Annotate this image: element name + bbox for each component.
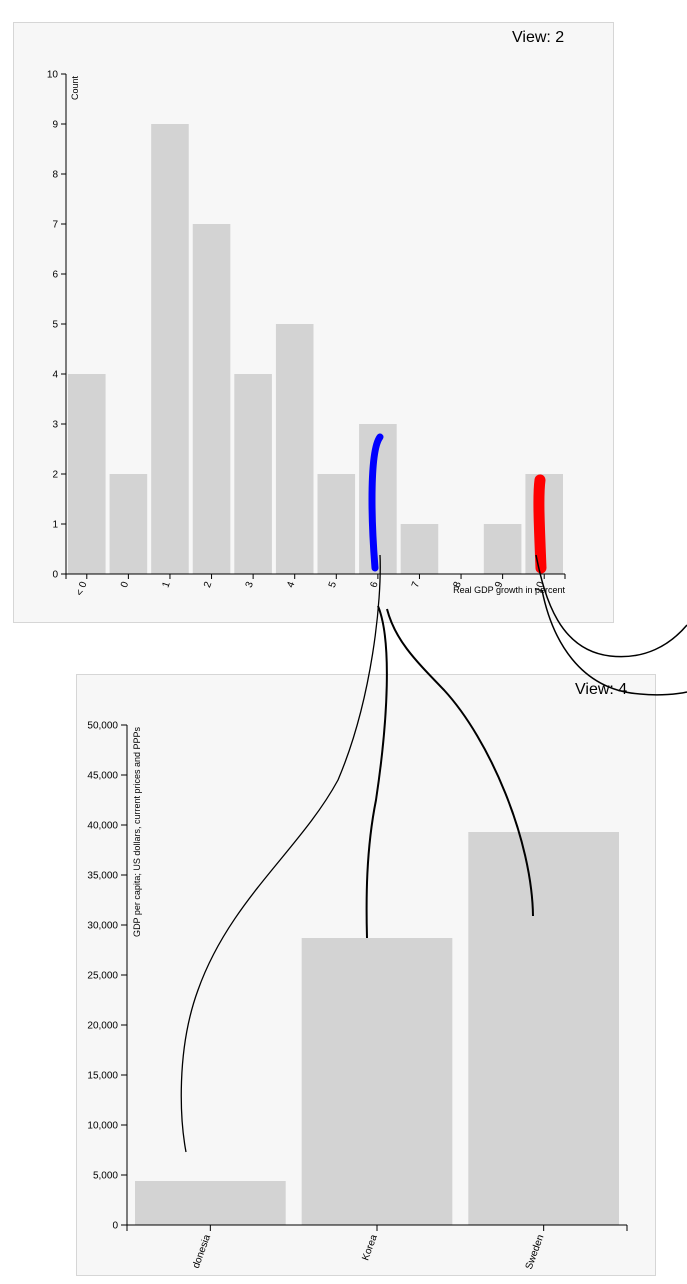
y-tick-label: 30,000 [87, 921, 118, 932]
bar [301, 938, 453, 1225]
x-tick-label: Sweden [524, 1233, 547, 1271]
x-tick-label: 3 [244, 580, 256, 589]
bar [109, 474, 148, 574]
y-tick-label: 45,000 [87, 771, 118, 782]
y-tick-label: 25,000 [87, 971, 118, 982]
y-tick-label: 0 [112, 1221, 118, 1232]
y-tick-label: 35,000 [87, 871, 118, 882]
bar [234, 374, 272, 574]
y-axis-title: GDP per capita; US dollars, current pric… [132, 727, 142, 937]
y-tick-label: 40,000 [87, 821, 118, 832]
x-tick-label: 1 [161, 580, 173, 589]
bar [468, 832, 619, 1225]
x-tick-label: 9 [493, 580, 505, 589]
bar [135, 1181, 286, 1225]
x-tick-label: 8 [452, 580, 464, 589]
y-tick-label: 7 [52, 220, 58, 231]
y-tick-label: 6 [52, 270, 58, 281]
bar [359, 424, 397, 574]
gdp-per-capita-bar-chart: 0 5,000 10,000 15,000 20,000 25,000 30,000 35,0… [87, 721, 628, 1271]
bar [317, 474, 356, 574]
y-tick-label: 15,000 [87, 1071, 118, 1082]
y-tick-label: 0 [52, 570, 58, 581]
x-tick-label: 5 [327, 580, 339, 589]
x-tick-label: 0 [119, 580, 131, 589]
histogram-panel: View: 2 0 1 2 3 4 5 6 7 8 9 10 < 0 0 1 2 3 4 5 6 7 8 9 10 Count… [13, 22, 614, 623]
bar [68, 374, 106, 574]
y-axis-title: Count [70, 76, 80, 101]
y-tick-label: 10,000 [87, 1121, 118, 1132]
y-tick-label: 20,000 [87, 1021, 118, 1032]
y-tick-label: 4 [52, 370, 58, 381]
y-tick-label: 5,000 [93, 1171, 118, 1182]
x-tick-label: 7 [410, 580, 422, 589]
x-axis-title: Real GDP growth in percent [453, 585, 565, 595]
x-tick-label: donesia [191, 1233, 213, 1270]
y-tick-label: 3 [52, 420, 58, 431]
x-tick-label: 4 [285, 580, 297, 589]
x-tick-label: < 0 [74, 580, 89, 597]
y-tick-label: 8 [52, 170, 58, 181]
x-tick-label: 6 [368, 580, 380, 589]
y-tick-label: 9 [52, 120, 58, 131]
bar [192, 224, 231, 574]
view-label: View: 2 [512, 29, 565, 46]
y-tick-label: 2 [52, 470, 58, 481]
bar [275, 324, 314, 574]
y-tick-label: 1 [52, 520, 58, 531]
x-tick-label: 2 [202, 580, 214, 589]
bar [151, 124, 189, 574]
x-tick-label: Korea [360, 1233, 380, 1262]
y-tick-label: 50,000 [87, 721, 118, 732]
y-tick-label: 10 [47, 70, 59, 81]
y-tick-label: 5 [52, 320, 58, 331]
bar [483, 524, 522, 574]
gdp-per-capita-panel: View: 4 0 5,000 10,000 15,000 20,000 25,000 30… [76, 674, 656, 1276]
bar [525, 474, 563, 574]
bar [400, 524, 439, 574]
